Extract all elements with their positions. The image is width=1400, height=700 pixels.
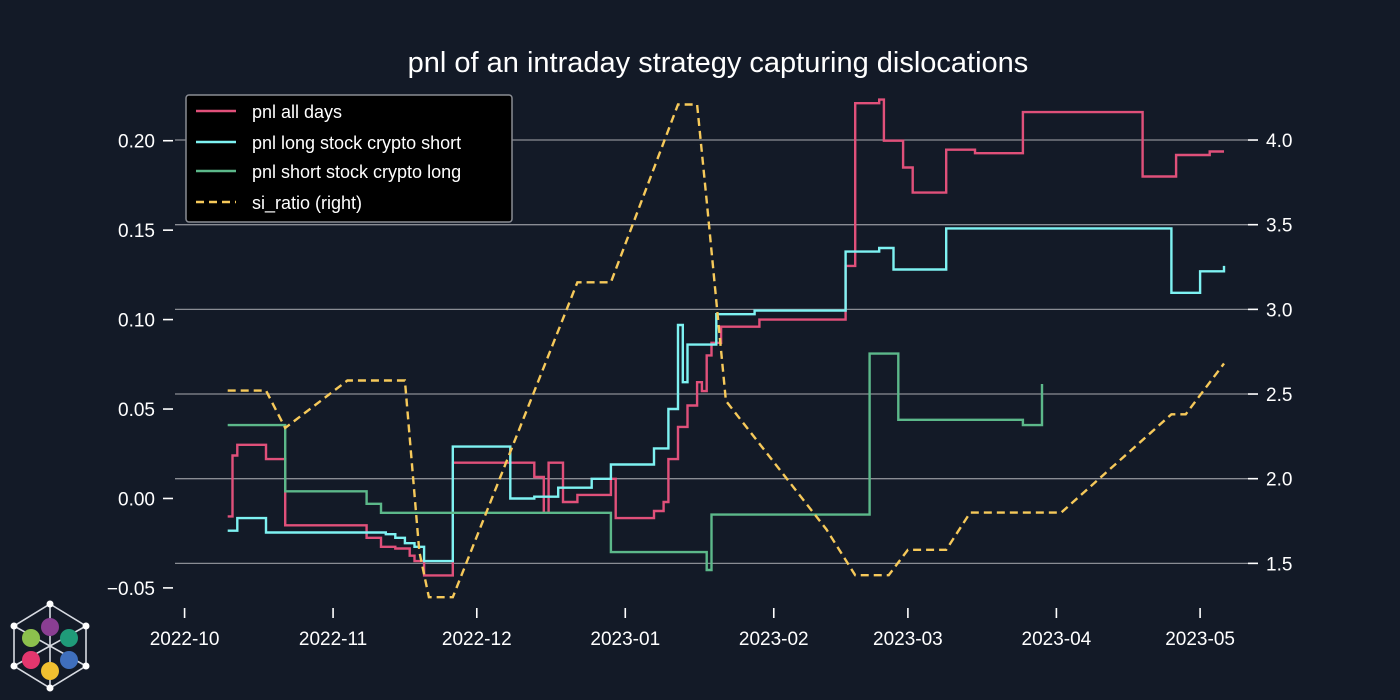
right-y-axis: 4.0 3.5 3.0 2.5 2.0 1.5 <box>1248 131 1292 575</box>
x-tick-label-4: 2023-02 <box>739 629 809 650</box>
x-tick-label-7: 2023-05 <box>1165 629 1235 650</box>
x-tick-label-6: 2023-04 <box>1022 629 1092 650</box>
legend-label-pnl-long-stock-crypto-short: pnl long stock crypto short <box>252 133 461 153</box>
right-tick-label-2: 3.0 <box>1266 300 1292 321</box>
x-axis: 2022-10 2022-11 2022-12 2023-01 2023-02 2023-… <box>150 608 1235 650</box>
left-tick-label-0: 0.20 <box>118 132 155 153</box>
x-tick-label-3: 2023-01 <box>590 629 660 650</box>
x-tick-label-5: 2023-03 <box>873 629 943 650</box>
right-tick-label-4: 2.0 <box>1266 470 1292 491</box>
left-y-axis: 0.20 0.15 0.10 0.05 0.00 −0.05 <box>107 132 173 600</box>
left-tick-label-2: 0.10 <box>118 311 155 332</box>
legend: pnl all days pnl long stock crypto short… <box>185 94 513 223</box>
right-tick-label-3: 2.5 <box>1266 385 1292 406</box>
legend-box <box>185 94 513 223</box>
logo-node-dots <box>10 600 90 692</box>
right-tick-label-0: 4.0 <box>1266 131 1292 152</box>
series-line-pnl-long-stock-crypto-short <box>227 227 1226 563</box>
legend-label-si-ratio: si_ratio (right) <box>252 193 362 214</box>
logo-circle-blue <box>60 651 78 669</box>
legend-label-pnl-short-stock-crypto-long: pnl short stock crypto long <box>252 162 461 182</box>
series-group <box>227 98 1226 599</box>
right-tick-label-1: 3.5 <box>1266 216 1292 237</box>
left-tick-label-5: −0.05 <box>107 579 155 600</box>
series-line-si-ratio-right <box>227 103 1225 599</box>
legend-label-pnl-all-days: pnl all days <box>252 102 342 122</box>
logo <box>10 600 90 692</box>
logo-circle-green <box>60 629 78 647</box>
series-line-pnl-short-stock-crypto-long <box>227 352 1044 572</box>
x-tick-label-2: 2022-12 <box>442 629 512 650</box>
logo-circle-purple <box>41 618 59 636</box>
logo-circle-pink <box>22 651 40 669</box>
logo-circle-lime <box>22 629 40 647</box>
chart-title: pnl of an intraday strategy capturing di… <box>408 47 1029 79</box>
right-tick-label-5: 1.5 <box>1266 554 1292 575</box>
x-tick-label-0: 2022-10 <box>150 629 220 650</box>
x-tick-label-1: 2022-11 <box>299 629 367 650</box>
left-tick-label-1: 0.15 <box>118 221 155 242</box>
left-tick-label-3: 0.05 <box>118 400 155 421</box>
series-line-pnl-all-days <box>227 98 1224 577</box>
logo-circle-yellow <box>41 662 59 680</box>
left-tick-label-4: 0.00 <box>118 489 155 510</box>
